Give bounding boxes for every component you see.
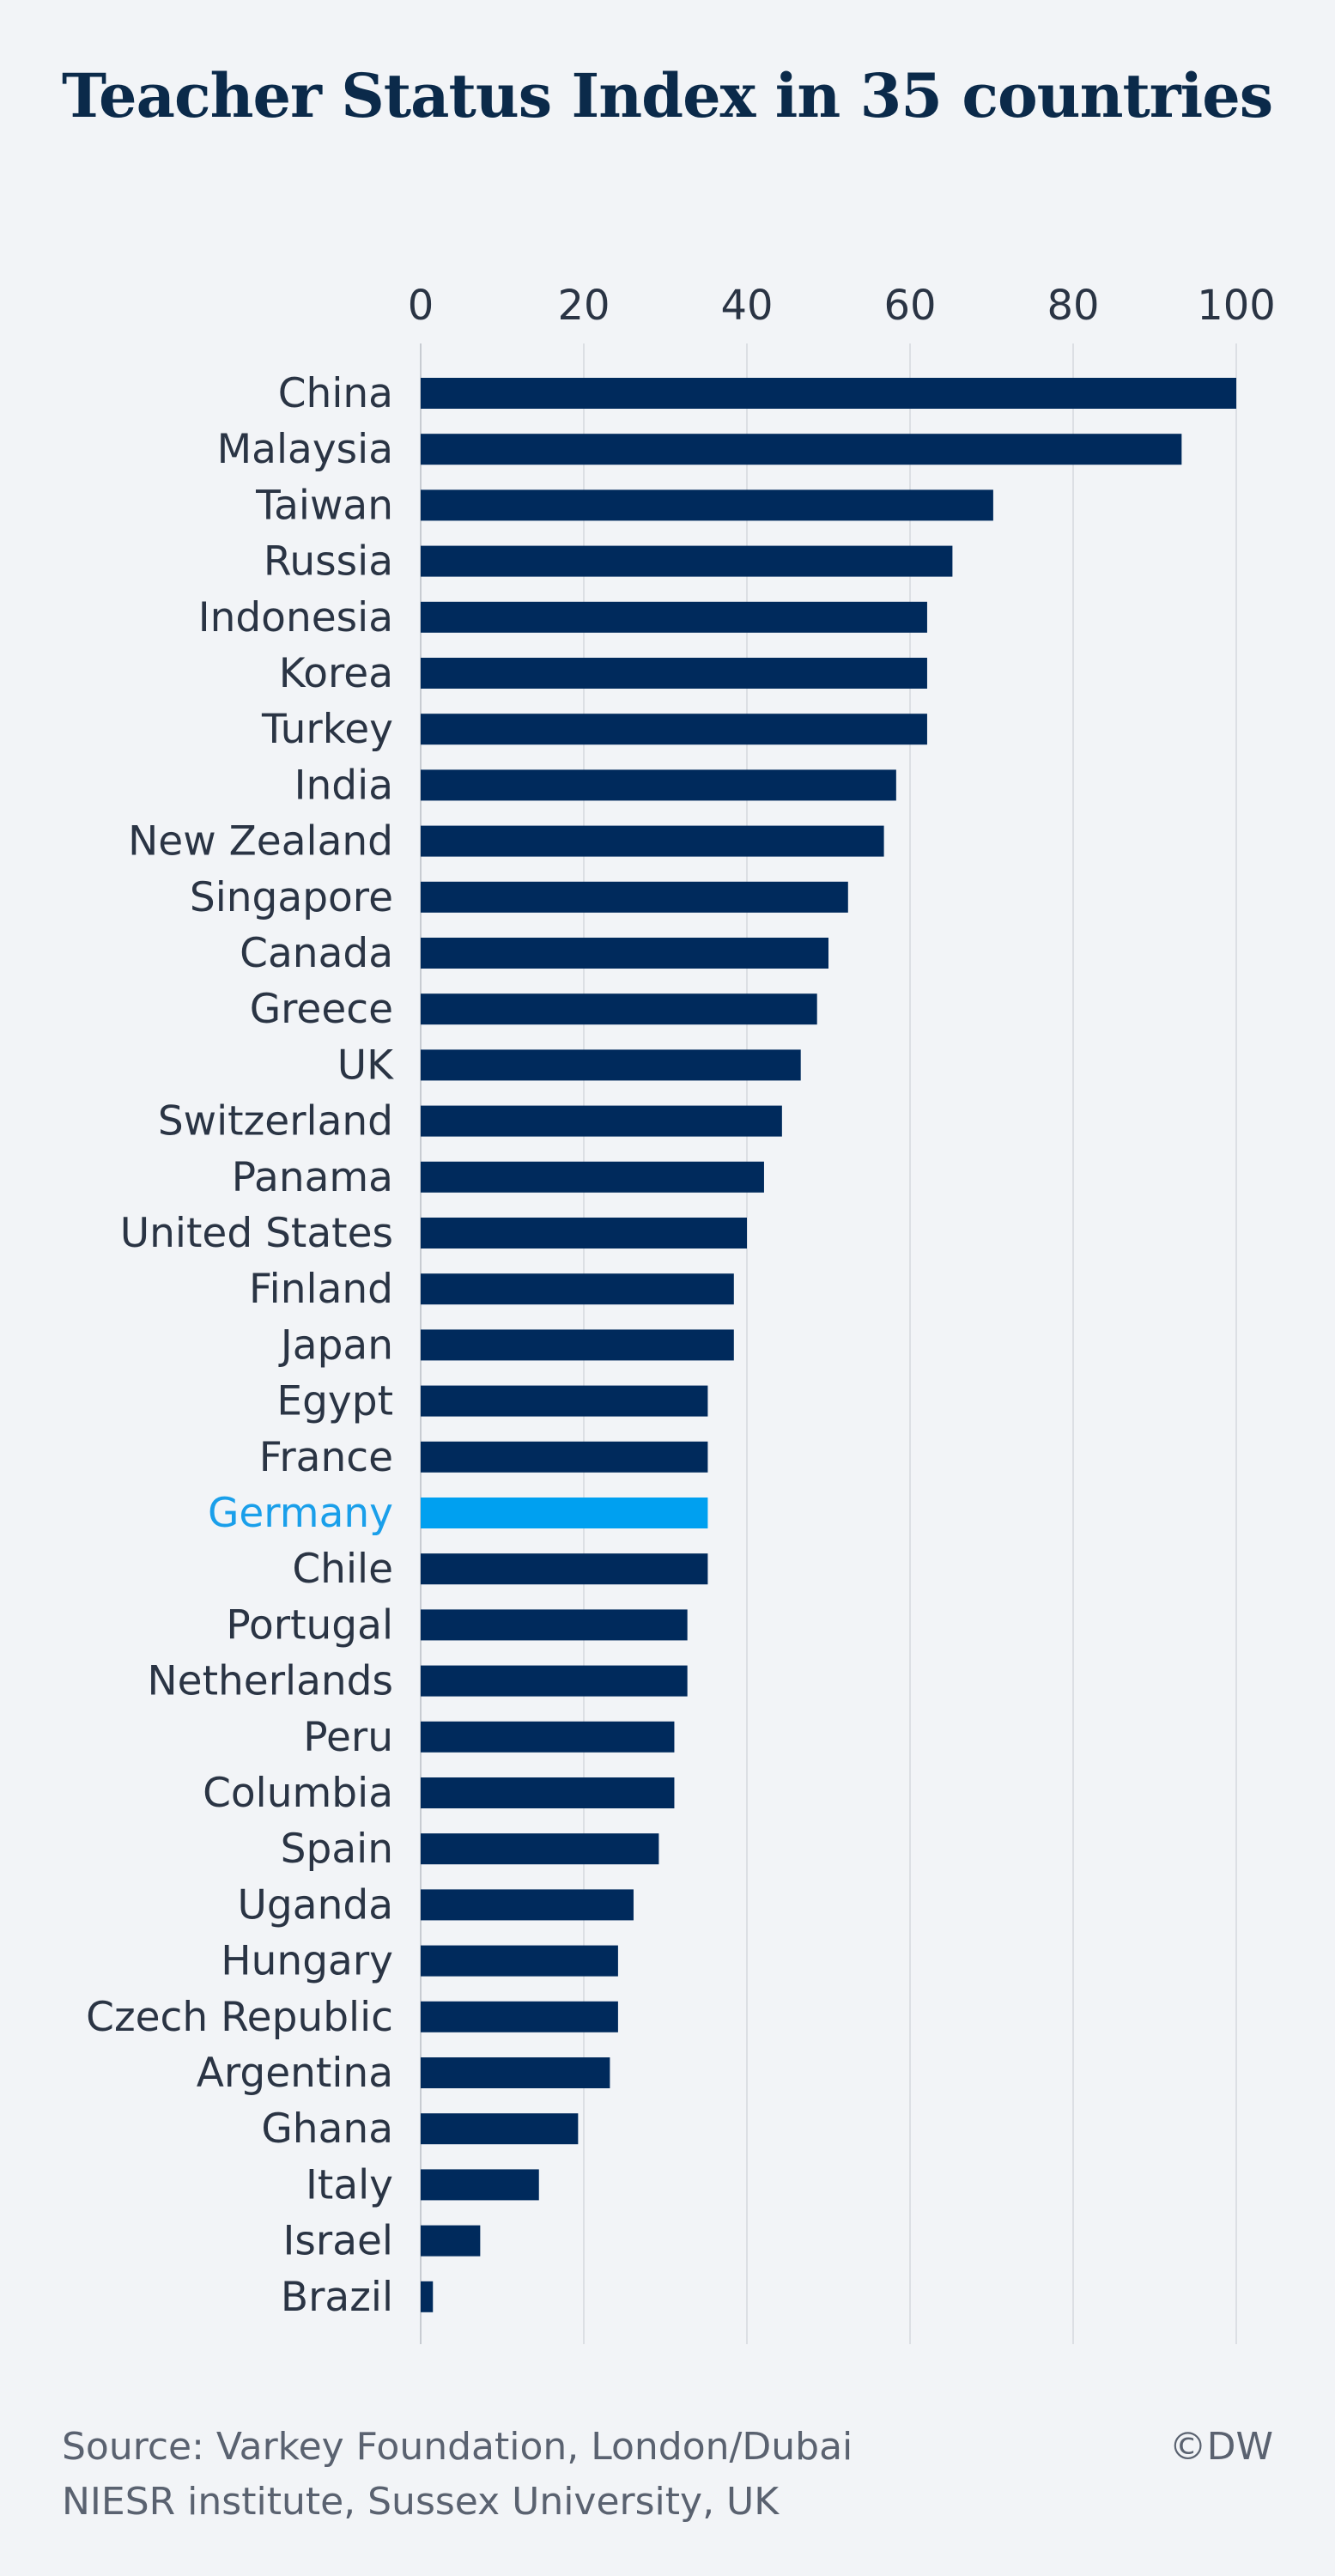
bar-panama [421, 1161, 764, 1193]
category-label: Uganda [238, 1881, 393, 1929]
category-label: India [294, 762, 393, 809]
category-label: Russia [264, 538, 393, 586]
category-label: Greece [250, 986, 393, 1033]
x-tick-label: 40 [720, 282, 773, 330]
bar-indonesia [421, 601, 927, 633]
category-label: Singapore [190, 874, 393, 921]
category-label: New Zealand [128, 818, 393, 866]
bar-finland [421, 1273, 734, 1305]
category-label: Turkey [261, 706, 393, 753]
bar-argentina [421, 2057, 610, 2088]
source-line-1: Source: Varkey Foundation, London/Dubai [62, 2425, 853, 2469]
bar-chile [421, 1553, 708, 1585]
bar-united-states [421, 1218, 747, 1249]
category-label: Egypt [276, 1378, 393, 1425]
bar-canada [421, 938, 828, 969]
bar-egypt [421, 1385, 708, 1417]
bar-korea [421, 658, 927, 689]
category-label: Israel [283, 2218, 393, 2265]
bar-malaysia [421, 434, 1182, 465]
category-label: Brazil [281, 2274, 393, 2321]
bar-italy [421, 2169, 539, 2201]
category-label: China [278, 370, 393, 417]
bar-spain [421, 1833, 659, 1865]
category-label: Korea [279, 650, 393, 697]
bar-japan [421, 1329, 734, 1361]
bar-chart: 0 20 40 60 80 100 China Malaysia Taiwan Russia In… [86, 282, 1276, 2344]
source-line-2: NIESR institute, Sussex University, UK [62, 2480, 780, 2524]
bar-israel [421, 2225, 481, 2257]
category-label: Ghana [261, 2105, 393, 2153]
bar-netherlands [421, 1665, 688, 1697]
bar-new-zealand [421, 825, 884, 857]
x-tick-label: 0 [408, 282, 434, 330]
bar-france [421, 1441, 708, 1473]
bar-uk [421, 1049, 801, 1081]
category-label: Italy [306, 2161, 393, 2208]
bar-hungary [421, 1945, 618, 1977]
category-label: United States [120, 1210, 393, 1257]
bar-brazil [421, 2281, 434, 2312]
category-label: Indonesia [198, 594, 393, 641]
category-label: Panama [232, 1154, 393, 1201]
x-tick-label: 100 [1197, 282, 1276, 330]
bar-russia [421, 545, 953, 577]
category-label: Japan [278, 1321, 393, 1369]
category-label: Germany [208, 1490, 393, 1537]
bar-singapore [421, 881, 848, 913]
bar-ghana [421, 2113, 579, 2145]
category-label: Finland [249, 1266, 393, 1313]
category-label: France [259, 1434, 393, 1481]
category-label: Hungary [221, 1938, 393, 1985]
category-label: Argentina [197, 2050, 393, 2097]
category-label: Chile [292, 1546, 393, 1593]
bar-germany [421, 1498, 708, 1528]
category-label: Peru [303, 1714, 393, 1761]
category-label: Taiwan [255, 482, 393, 529]
category-label: UK [337, 1042, 394, 1089]
x-tick-label: 20 [557, 282, 610, 330]
bar-uganda [421, 1889, 634, 1921]
category-label: Switzerland [158, 1098, 393, 1145]
category-label: Czech Republic [86, 1994, 393, 2041]
bar-greece [421, 993, 817, 1025]
x-tick-label: 60 [883, 282, 936, 330]
category-label: Columbia [203, 1770, 393, 1817]
category-label: Canada [240, 930, 393, 977]
x-axis-ticks: 0 20 40 60 80 100 [408, 282, 1276, 330]
bar-czech-republic [421, 2001, 618, 2032]
credit-label: ©DW [1168, 2425, 1273, 2469]
bar-portugal [421, 1609, 688, 1641]
bars [421, 378, 1236, 2312]
bar-china [421, 378, 1236, 409]
category-label: Netherlands [148, 1658, 394, 1705]
bar-turkey [421, 714, 927, 745]
category-labels: China Malaysia Taiwan Russia Indonesia Korea T… [86, 370, 394, 2321]
x-tick-label: 80 [1047, 282, 1099, 330]
chart-title: Teacher Status Index in 35 countries [62, 60, 1273, 131]
source-note: Source: Varkey Foundation, London/Dubai … [62, 2420, 853, 2530]
bar-taiwan [421, 489, 993, 521]
category-label: Spain [281, 1826, 393, 1873]
bar-peru [421, 1721, 675, 1753]
category-label: Portugal [226, 1601, 393, 1649]
bar-columbia [421, 1777, 675, 1808]
bar-switzerland [421, 1105, 782, 1137]
category-label: Malaysia [217, 426, 393, 473]
bar-india [421, 769, 896, 801]
